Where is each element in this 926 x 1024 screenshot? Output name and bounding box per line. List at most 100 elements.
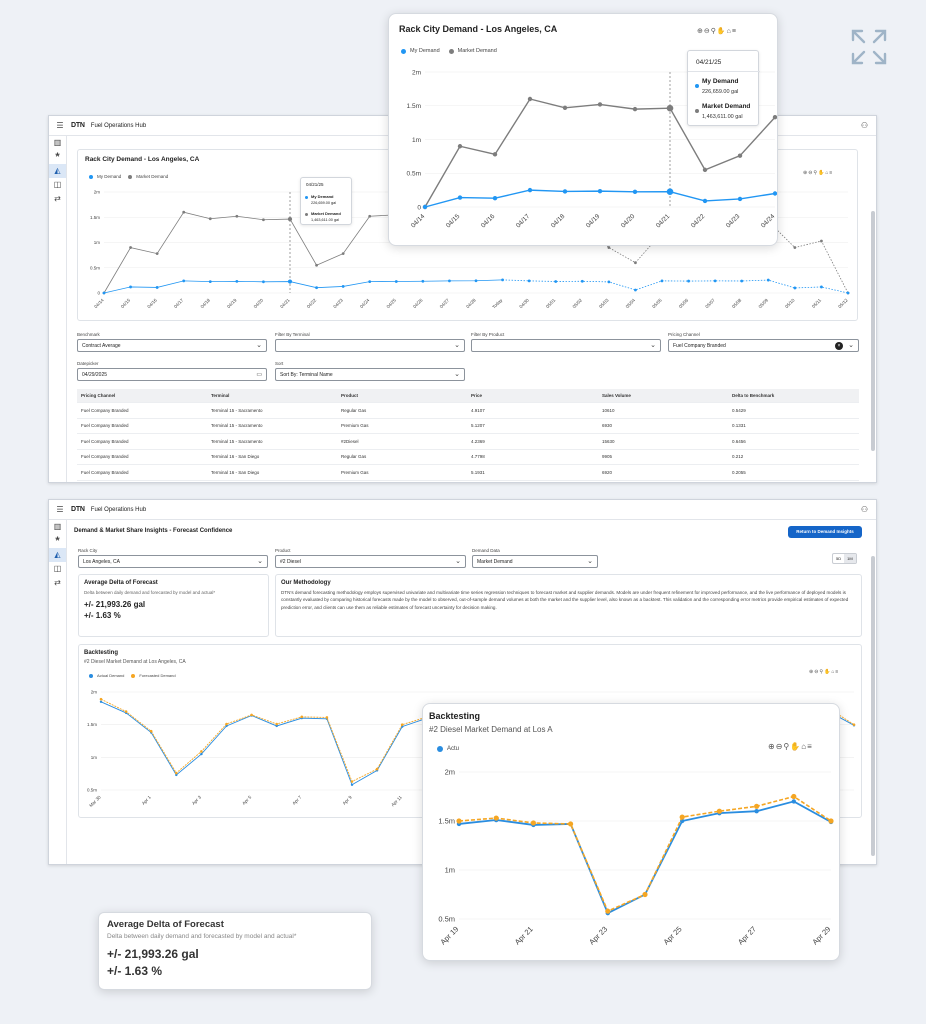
return-to-demand-insights-button[interactable]: Return to Demand Insights xyxy=(788,526,862,538)
legend-my-demand[interactable]: My Demand xyxy=(410,48,440,54)
data-point xyxy=(129,285,132,289)
product-select[interactable]: #2 Diesel ⌄ xyxy=(275,555,466,568)
benchmark-select[interactable]: Contract Average ⌄ xyxy=(77,339,267,352)
x-tick-label: Apr 1 xyxy=(141,794,152,805)
col-header[interactable]: Sales Volume xyxy=(602,393,631,398)
cell: Regular Gas xyxy=(341,407,367,413)
asterisk-icon[interactable]: * xyxy=(55,535,60,547)
table-row[interactable]: Fuel Company Branded Terminal 16 - San Di… xyxy=(77,450,859,465)
actual-legend-dot xyxy=(437,746,443,752)
cell: Fuel Company Branded xyxy=(81,407,129,413)
sort-select[interactable]: Sort By: Terminal Name ⌄ xyxy=(275,368,465,381)
chart-toolbar[interactable]: ⊕⊖⚲✋⌂≡ xyxy=(803,170,833,176)
table-row[interactable]: Fuel Company Branded Terminal 16 - San Di… xyxy=(77,465,859,481)
pan-icon[interactable]: ✋ xyxy=(818,170,826,176)
home-icon[interactable]: ⌂ xyxy=(831,669,836,675)
table-row[interactable]: Fuel Company Branded Terminal 15 - Sacram… xyxy=(77,434,859,450)
legend-actual[interactable]: Actu xyxy=(447,746,460,752)
map-icon[interactable]: ◫ xyxy=(53,564,62,573)
menu-icon[interactable]: ≡ xyxy=(829,170,834,176)
product-label: Product xyxy=(275,548,291,553)
data-point xyxy=(527,187,533,193)
scrollbar[interactable] xyxy=(871,556,875,856)
y-tick-label: 2m xyxy=(91,690,98,695)
pricing-channel-select[interactable]: Fuel Company Branded × ⌄ xyxy=(668,339,859,352)
home-icon[interactable]: ⌂ xyxy=(726,28,732,35)
table-row[interactable]: Fuel Company Branded Terminal 15 - Sacram… xyxy=(77,419,859,434)
zoom-out-icon[interactable]: ⊖ xyxy=(775,742,784,751)
col-header[interactable]: Price xyxy=(471,393,483,398)
product-filter-select[interactable]: ⌄ xyxy=(471,339,661,352)
chart-toolbar[interactable]: ⊕⊖⚲✋⌂≡ xyxy=(768,742,813,751)
cell: #2Diesel xyxy=(341,438,359,444)
data-point xyxy=(634,261,637,265)
data-point xyxy=(341,252,345,256)
x-tick-label: 05/01 xyxy=(545,297,557,309)
legend-forecast[interactable]: Forecasted Demand xyxy=(139,673,176,678)
area-chart-icon[interactable]: ◭ xyxy=(49,164,66,178)
pan-icon[interactable]: ✋ xyxy=(790,742,802,751)
legend-my-demand[interactable]: My Demand xyxy=(97,174,122,179)
home-icon[interactable]: ⌂ xyxy=(825,170,830,176)
asterisk-icon[interactable]: * xyxy=(55,151,60,163)
swap-icon[interactable]: ⇄ xyxy=(54,194,61,203)
zoom-out-icon[interactable]: ⊖ xyxy=(814,669,820,675)
range-5d[interactable]: 5D xyxy=(836,556,842,561)
zoom-in-icon[interactable]: ⊕ xyxy=(809,669,815,675)
zoom-select-icon[interactable]: ⚲ xyxy=(819,669,825,675)
rack-city-select[interactable]: Los Angeles, CA ⌄ xyxy=(78,555,268,568)
user-icon[interactable]: ⚇ xyxy=(860,121,868,130)
data-point xyxy=(666,188,674,196)
map-icon[interactable]: ◫ xyxy=(53,180,62,189)
home-icon[interactable]: ⌂ xyxy=(801,742,808,751)
legend-market-demand[interactable]: Market Demand xyxy=(457,48,497,54)
expand-arrows-icon[interactable] xyxy=(850,28,888,66)
menu-icon[interactable]: ≡ xyxy=(731,28,737,35)
cell: 4.7798 xyxy=(471,454,485,460)
zoom-select-icon[interactable]: ⚲ xyxy=(783,742,791,751)
zoom-select-icon[interactable]: ⚲ xyxy=(813,170,819,176)
zoom-out-icon[interactable]: ⊖ xyxy=(808,170,814,176)
zoom-chart-legend: My Demand Market Demand xyxy=(401,48,497,54)
menu-icon[interactable]: ☰ xyxy=(56,121,64,130)
chart-toolbar[interactable]: ⊕⊖⚲✋⌂≡ xyxy=(809,669,839,675)
col-header[interactable]: Product xyxy=(341,393,359,398)
menu-icon[interactable]: ≡ xyxy=(807,742,813,751)
zoom-in-icon[interactable]: ⊕ xyxy=(803,170,809,176)
data-point xyxy=(772,115,777,120)
area-chart-icon[interactable]: ◭ xyxy=(49,548,66,562)
calendar-icon[interactable]: ▭ xyxy=(256,372,262,378)
scrollbar[interactable] xyxy=(871,211,875,451)
pan-icon[interactable]: ✋ xyxy=(716,28,727,35)
menu-icon[interactable]: ☰ xyxy=(56,505,64,514)
zoom-out-icon[interactable]: ⊖ xyxy=(703,28,711,35)
demand-data-select[interactable]: Market Demand ⌄ xyxy=(472,555,598,568)
col-header[interactable]: Terminal xyxy=(211,393,230,398)
zoom-in-icon[interactable]: ⊕ xyxy=(697,28,704,35)
swap-icon[interactable]: ⇄ xyxy=(54,578,61,587)
col-header[interactable]: Pricing Channel xyxy=(81,393,116,398)
clear-icon[interactable]: × xyxy=(835,342,843,350)
bar-chart-icon[interactable]: ▥ xyxy=(53,522,62,531)
zoom-in-icon[interactable]: ⊕ xyxy=(768,742,776,751)
menu-icon[interactable]: ≡ xyxy=(835,669,840,675)
x-tick-label: 04/21 xyxy=(279,297,291,309)
x-tick-label: 05/10 xyxy=(784,297,796,309)
col-header[interactable]: Delta to Benchmark xyxy=(732,393,775,398)
user-icon[interactable]: ⚇ xyxy=(860,505,868,514)
range-1m[interactable]: 1M xyxy=(844,554,856,563)
data-point xyxy=(852,723,856,726)
legend-actual[interactable]: Actual Demand xyxy=(97,673,125,678)
table-row[interactable]: Fuel Company Branded Terminal 15 - Sacram… xyxy=(77,403,859,419)
cell: Terminal 15 - Sacramento xyxy=(211,438,263,444)
pan-icon[interactable]: ✋ xyxy=(824,669,832,675)
range-toggle[interactable]: 5D 1M xyxy=(832,553,857,564)
bar-chart-icon[interactable]: ▥ xyxy=(53,138,62,147)
chevron-down-icon: ⌄ xyxy=(257,558,263,565)
terminal-select[interactable]: ⌄ xyxy=(275,339,465,352)
legend-market-demand[interactable]: Market Demand xyxy=(136,174,169,179)
chart-toolbar[interactable]: ⊕⊖⚲✋⌂≡ xyxy=(697,27,737,35)
datepicker-input[interactable]: 04/29/2025 ▭ xyxy=(77,368,267,381)
zoom-select-icon[interactable]: ⚲ xyxy=(710,28,717,35)
x-tick-label: 05/12 xyxy=(837,297,849,309)
